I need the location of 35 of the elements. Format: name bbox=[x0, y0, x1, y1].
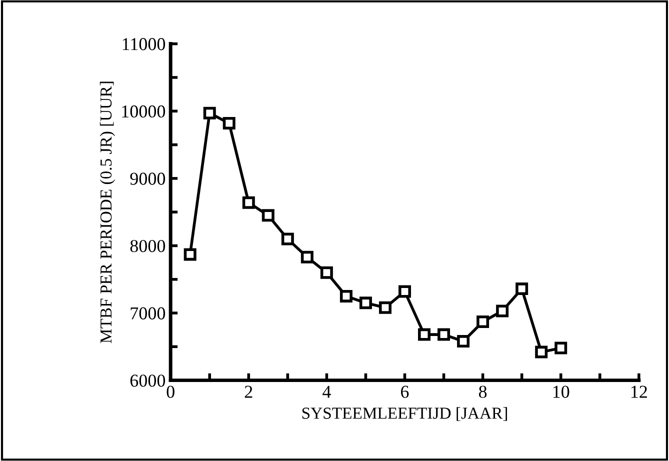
point bbox=[300, 250, 314, 264]
point bbox=[418, 328, 431, 341]
point bbox=[222, 116, 236, 130]
point bbox=[398, 285, 411, 298]
point bbox=[281, 232, 294, 246]
point bbox=[457, 335, 470, 348]
x-tick-label: 12 bbox=[631, 386, 647, 398]
point bbox=[340, 290, 352, 302]
y-tick-label: 6000 bbox=[130, 374, 166, 387]
y-tick-label: 11000 bbox=[122, 38, 166, 50]
point bbox=[438, 328, 450, 341]
point bbox=[184, 248, 196, 261]
point bbox=[262, 209, 274, 222]
x-tick-label: 0 bbox=[166, 386, 174, 398]
x-axis-title: SYSTEEMLEEFTIJD [JAAR] bbox=[302, 407, 507, 421]
point bbox=[476, 316, 490, 328]
point bbox=[242, 196, 255, 209]
x-tick-label: 6 bbox=[401, 386, 409, 398]
x-tick-label: 10 bbox=[553, 386, 570, 398]
point bbox=[203, 106, 216, 120]
point bbox=[496, 304, 509, 318]
point bbox=[378, 301, 392, 314]
point bbox=[535, 346, 548, 358]
point bbox=[359, 296, 372, 310]
y-tick-label: 8000 bbox=[130, 240, 166, 252]
x-tick-label: 4 bbox=[322, 386, 331, 398]
point bbox=[554, 342, 568, 354]
y-tick-label: 9000 bbox=[130, 172, 166, 185]
point bbox=[320, 266, 333, 279]
y-axis-title: MTBF PER PERIODE (0.5 JR) [UUR] bbox=[100, 82, 116, 344]
y-tick-label: 10000 bbox=[122, 105, 166, 118]
y-tick-label: 7000 bbox=[130, 307, 166, 320]
x-tick-label: 2 bbox=[244, 386, 252, 398]
x-tick-label: 8 bbox=[478, 386, 487, 398]
point bbox=[516, 282, 528, 296]
